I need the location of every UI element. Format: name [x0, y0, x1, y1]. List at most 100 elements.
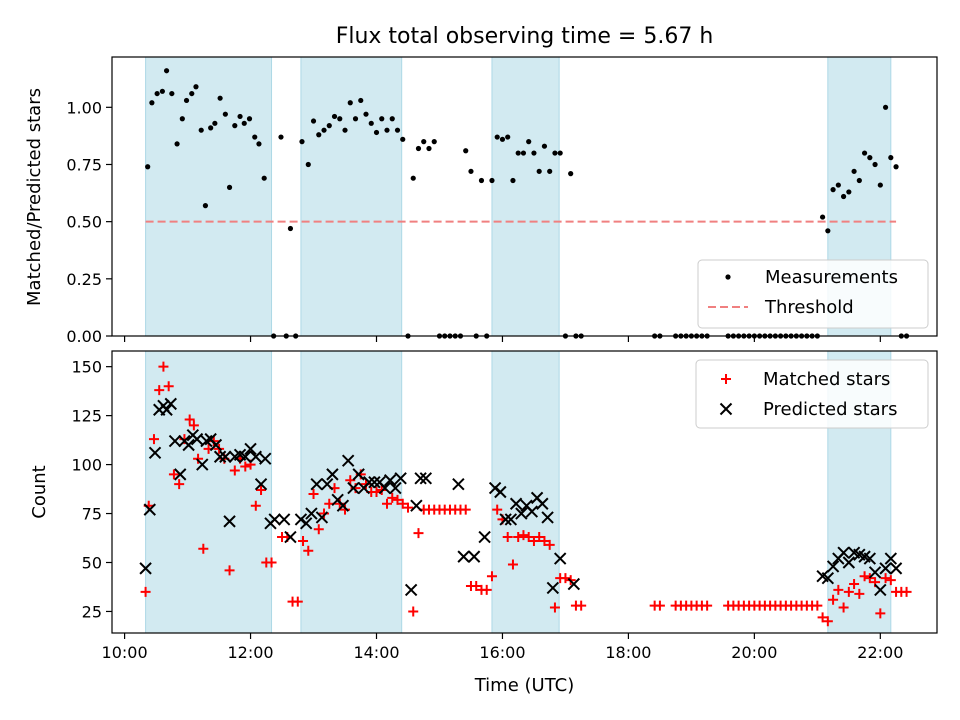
measurement-point: [232, 123, 238, 129]
measurement-point: [851, 168, 857, 174]
measurement-point: [256, 141, 262, 147]
predicted-star-point: [299, 517, 313, 530]
matched-star-point: [812, 600, 823, 611]
measurement-point: [400, 136, 406, 142]
measurement-point: [212, 120, 218, 126]
bottom-y-ticks: 25 50 75 100 125 150: [71, 358, 112, 621]
predicted-star-point: [874, 583, 887, 597]
shaded-interval: [491, 350, 560, 634]
matched-star-point: [502, 532, 513, 543]
matched-star-point: [298, 535, 309, 546]
matched-star-point: [518, 530, 529, 541]
measurement-point: [189, 90, 195, 97]
measurement-point: [426, 145, 432, 152]
matched-star-point: [303, 545, 314, 556]
measurement-point: [463, 148, 469, 154]
x-tick-label: 16:00: [479, 643, 525, 662]
predicted-star-point: [837, 546, 850, 559]
matched-star-point: [382, 498, 392, 509]
matched-star-point: [229, 465, 240, 476]
measurement-point: [846, 189, 852, 195]
matched-star-point: [319, 508, 330, 519]
top-x-ticks: [123, 336, 881, 342]
predicted-star-point: [410, 499, 423, 512]
matched-star-point: [471, 581, 482, 591]
matched-star-point: [266, 557, 277, 568]
measurement-point: [557, 150, 563, 156]
chart-title: Flux total observing time = 5.67 h: [336, 24, 714, 49]
measurement-point: [326, 123, 332, 129]
predicted-star-point: [884, 552, 898, 565]
predicted-star-point: [139, 562, 152, 575]
predicted-star-point: [320, 477, 334, 491]
bottom-y-tick-label: 25: [82, 602, 102, 621]
matched-star-point: [198, 543, 209, 554]
measurement-point: [819, 214, 826, 220]
predicted-star-point: [362, 476, 376, 489]
shaded-interval: [145, 350, 273, 634]
top-y-tick-label: 0.25: [66, 270, 102, 289]
measurement-point: [379, 116, 385, 122]
measurement-point: [222, 111, 228, 117]
predicted-star-point: [143, 503, 156, 516]
measurement-point: [872, 161, 878, 168]
predicted-star-point: [826, 560, 840, 573]
measurement-point: [352, 116, 359, 122]
top-y-tick-label: 0.50: [66, 213, 102, 232]
measurement-point: [431, 139, 437, 145]
measurement-point: [321, 127, 327, 133]
measurement-point: [202, 203, 209, 209]
measurement-point: [183, 97, 190, 104]
measurement-point: [478, 177, 485, 184]
measurement-point: [331, 113, 338, 120]
matched-star-point: [507, 559, 518, 570]
matched-star-point: [528, 535, 539, 546]
top-y-ticks: 0.00 0.25 0.50 0.75 1.00: [66, 98, 112, 346]
matched-star-point: [387, 492, 398, 503]
predicted-star-point: [504, 513, 518, 526]
matched-star-point: [822, 616, 833, 627]
measurement-point: [882, 104, 889, 110]
predicted-star-point: [182, 438, 195, 452]
matched-star-point: [413, 528, 424, 539]
ratio-panel: 0.00 0.25 0.50 0.75 1.00 Matched/Predicted s…: [24, 56, 938, 346]
measurement-point: [494, 134, 500, 140]
matched-star-point: [576, 600, 587, 611]
matched-star-point: [534, 532, 545, 543]
measurement-point: [287, 225, 294, 232]
measurement-point: [547, 168, 553, 174]
predicted-star-point: [467, 550, 481, 563]
bottom-legend: Matched stars Predicted stars: [695, 359, 929, 429]
measurement-point: [299, 139, 305, 145]
x-tick-label: 12:00: [227, 643, 273, 662]
legend-predicted-label: Predicted stars: [763, 399, 897, 420]
measurement-point: [389, 116, 395, 122]
measurement-point: [145, 164, 151, 170]
matched-star-point: [402, 502, 413, 513]
predicted-star-point: [419, 472, 433, 485]
predicted-star-point: [284, 530, 297, 544]
matched-star-point: [308, 488, 319, 499]
bottom-shaded-intervals: [145, 350, 892, 634]
predicted-star-point: [164, 397, 177, 411]
predicted-star-point: [536, 497, 549, 510]
measurement-point: [536, 168, 542, 174]
predicted-star-point: [310, 477, 323, 491]
predicted-star-point: [509, 497, 523, 510]
measurement-point: [217, 95, 223, 101]
matched-star-point: [313, 524, 324, 535]
measurement-point: [198, 127, 204, 133]
predicted-star-point: [546, 581, 560, 595]
measurement-point: [856, 177, 862, 184]
matched-star-point: [460, 504, 471, 515]
measurement-point: [510, 177, 516, 184]
predicted-star-point: [414, 472, 427, 485]
predicted-star-point: [525, 505, 539, 518]
matched-star-point: [174, 479, 185, 490]
measurement-point: [410, 175, 416, 181]
x-tick-label: 20:00: [731, 643, 777, 662]
predicted-star-point: [341, 454, 355, 467]
measurement-point: [888, 155, 894, 161]
measurement-point: [169, 90, 175, 97]
measurement-point: [505, 134, 511, 140]
